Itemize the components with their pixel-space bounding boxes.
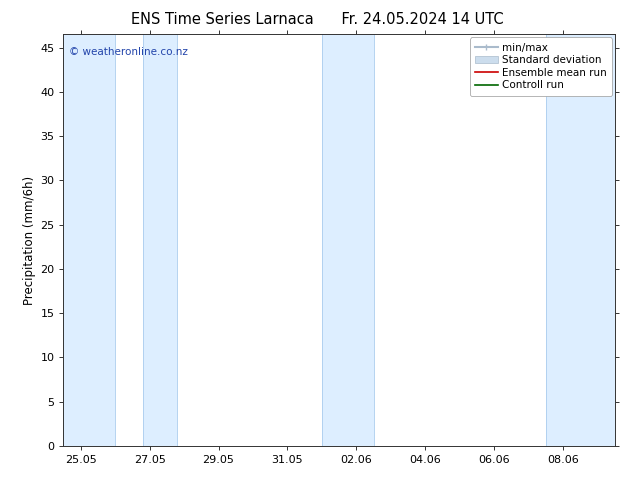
Text: ENS Time Series Larnaca      Fr. 24.05.2024 14 UTC: ENS Time Series Larnaca Fr. 24.05.2024 1… xyxy=(131,12,503,27)
Y-axis label: Precipitation (mm/6h): Precipitation (mm/6h) xyxy=(23,175,36,305)
Bar xyxy=(546,34,615,446)
Bar xyxy=(322,34,373,446)
Bar xyxy=(143,34,177,446)
Text: © weatheronline.co.nz: © weatheronline.co.nz xyxy=(69,47,188,57)
Bar xyxy=(63,34,115,446)
Legend: min/max, Standard deviation, Ensemble mean run, Controll run: min/max, Standard deviation, Ensemble me… xyxy=(470,37,612,96)
